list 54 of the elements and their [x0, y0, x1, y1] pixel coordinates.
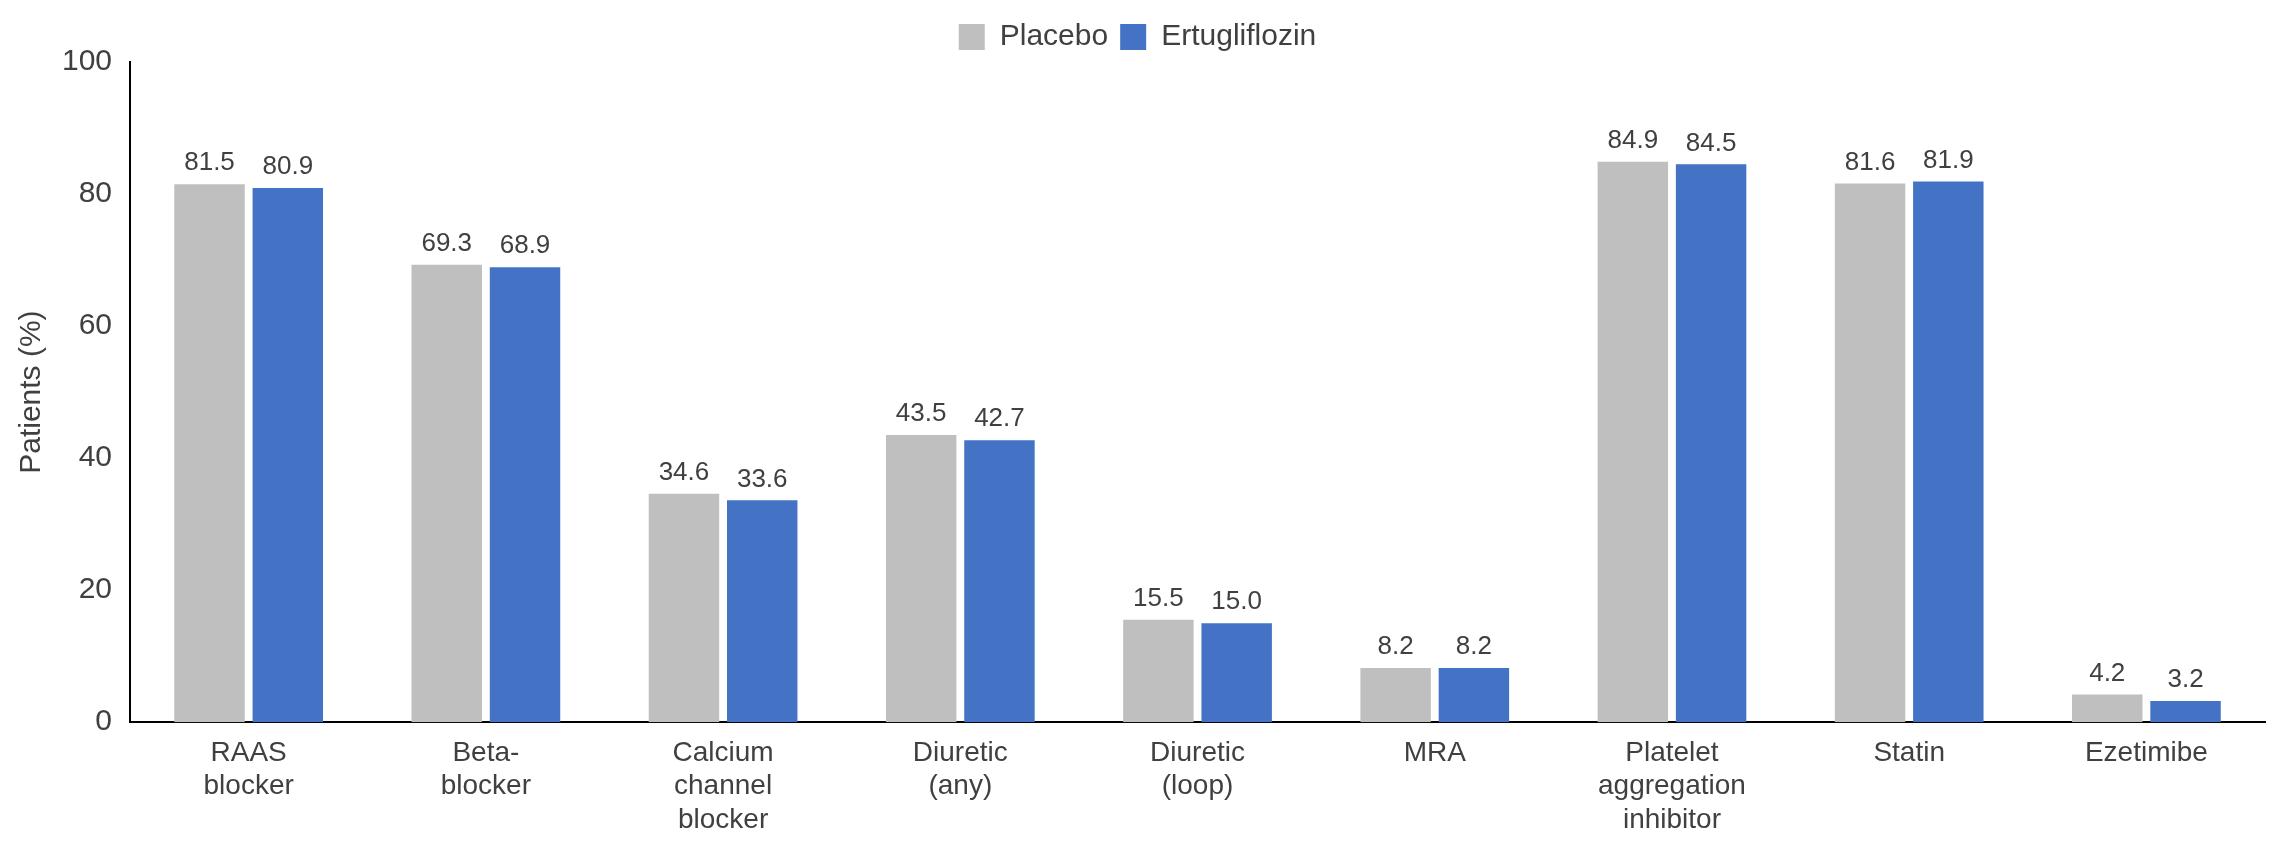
data-label: 15.5: [1133, 582, 1184, 613]
bar: [1675, 164, 1747, 723]
data-label: 81.6: [1844, 145, 1896, 176]
data-label: 81.5: [184, 146, 235, 177]
bar: [2150, 701, 2221, 723]
data-label: 69.3: [421, 226, 473, 257]
y-tick-label: 40: [78, 439, 113, 473]
bar: [1597, 161, 1669, 723]
bar: [252, 188, 324, 723]
bar: [1913, 181, 1984, 723]
x-tick-label: Diuretic (loop): [1150, 735, 1245, 801]
x-tick-label: Diuretic (any): [912, 735, 1008, 801]
x-tick-label: Calcium channel blocker: [672, 735, 774, 834]
data-label: 84.5: [1685, 126, 1737, 157]
data-label: 34.6: [658, 455, 710, 486]
data-label: 84.9: [1607, 123, 1659, 154]
x-tick-label: Ezetimibe: [2084, 735, 2208, 767]
bar: [885, 435, 957, 723]
data-label: 43.5: [895, 397, 947, 428]
bar: [1834, 183, 1906, 723]
y-tick-label: 100: [61, 43, 113, 77]
bar: [1360, 668, 1431, 723]
x-tick-label: Beta- blocker: [440, 735, 532, 801]
y-tick-label: 80: [78, 175, 113, 209]
bar: [964, 440, 1035, 723]
bar: [411, 264, 482, 723]
legend-label: Placebo: [999, 18, 1109, 52]
y-axis-title: Patients (%): [13, 310, 47, 474]
data-label: 3.2: [2167, 663, 2204, 694]
data-label: 81.9: [1923, 143, 1974, 174]
y-tick-label: 60: [78, 307, 113, 341]
legend-label: Ertugliflozin: [1161, 18, 1317, 52]
y-tick-label: 20: [78, 571, 113, 605]
data-label: 33.6: [736, 462, 788, 493]
data-label: 42.7: [974, 402, 1025, 433]
x-tick-label: Platelet aggregation inhibitor: [1598, 735, 1746, 834]
data-label: 8.2: [1377, 630, 1414, 661]
data-label: 8.2: [1455, 630, 1492, 661]
bar: [1201, 623, 1272, 723]
bar: [1438, 668, 1510, 723]
bar: [727, 500, 798, 723]
bar: [1123, 619, 1194, 723]
bar: [648, 493, 720, 723]
bar: [174, 184, 245, 723]
y-tick-label: 0: [95, 703, 113, 737]
data-label: 68.9: [499, 229, 551, 260]
data-label: 15.0: [1211, 585, 1262, 616]
bar: [2072, 694, 2143, 723]
x-tick-label: RAAS blocker: [203, 735, 294, 801]
bar: [489, 267, 561, 723]
data-label: 80.9: [262, 150, 314, 181]
x-tick-label: Statin: [1873, 735, 1945, 767]
data-label: 4.2: [2089, 656, 2126, 687]
x-tick-label: MRA: [1403, 735, 1467, 767]
